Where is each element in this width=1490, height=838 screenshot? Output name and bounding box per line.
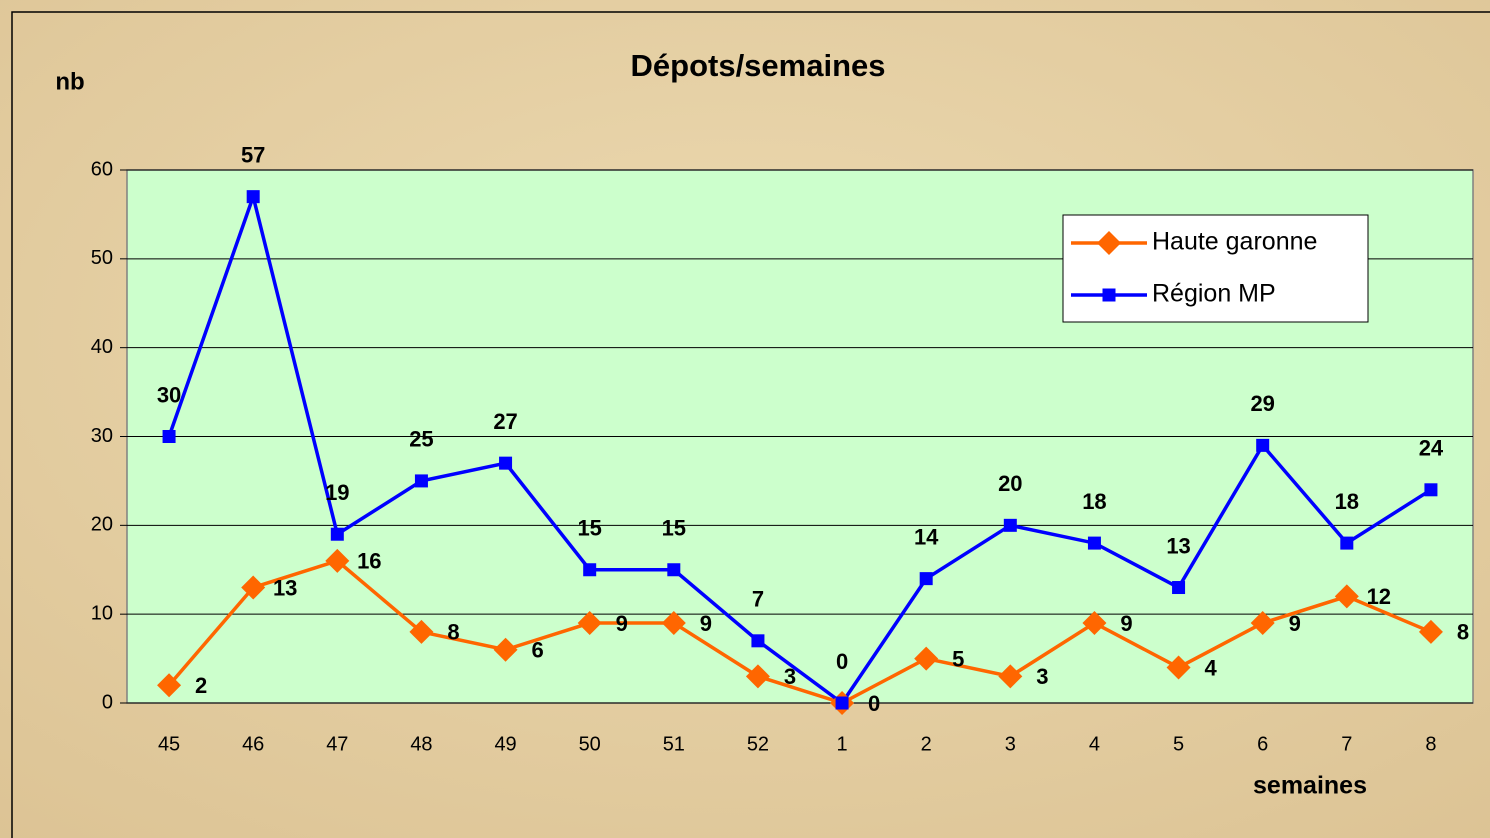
y-tick-label: 0 bbox=[102, 691, 113, 713]
x-tick-label: 46 bbox=[242, 733, 264, 755]
data-label: 0 bbox=[868, 691, 880, 716]
marker bbox=[1418, 619, 1443, 644]
data-label: 3 bbox=[784, 664, 796, 689]
marker bbox=[1166, 655, 1191, 680]
legend-box bbox=[1062, 214, 1369, 323]
marker bbox=[1340, 536, 1354, 550]
x-tick-label: 49 bbox=[494, 733, 516, 755]
x-tick-label: 48 bbox=[410, 733, 432, 755]
marker bbox=[1250, 611, 1275, 636]
y-tick-label: 10 bbox=[91, 602, 113, 624]
x-tick-label: 5 bbox=[1173, 733, 1184, 755]
marker bbox=[246, 190, 260, 204]
marker bbox=[162, 430, 176, 443]
data-label: 25 bbox=[409, 427, 433, 452]
data-label: 27 bbox=[493, 409, 517, 434]
data-label: 30 bbox=[157, 382, 181, 407]
marker bbox=[409, 619, 434, 644]
marker bbox=[1334, 584, 1359, 609]
data-label: 12 bbox=[1367, 584, 1391, 609]
x-tick-label: 4 bbox=[1089, 733, 1100, 755]
marker bbox=[493, 637, 518, 662]
x-tick-label: 45 bbox=[158, 733, 180, 755]
data-label: 24 bbox=[1419, 436, 1444, 461]
data-label: 0 bbox=[836, 649, 848, 674]
data-label: 15 bbox=[577, 516, 601, 541]
marker bbox=[914, 646, 939, 671]
marker bbox=[1003, 518, 1017, 532]
y-tick-label: 60 bbox=[91, 158, 113, 180]
marker bbox=[577, 611, 602, 636]
y-tick-label: 40 bbox=[91, 336, 113, 358]
y-tick-label: 50 bbox=[91, 247, 113, 269]
chart-frame bbox=[11, 11, 1490, 838]
x-tick-label: 7 bbox=[1341, 733, 1352, 755]
x-tick-label: 3 bbox=[1005, 733, 1016, 755]
series-line bbox=[167, 190, 1432, 706]
x-tick-label: 8 bbox=[1425, 733, 1436, 755]
marker bbox=[414, 474, 428, 488]
data-label: 9 bbox=[1120, 611, 1132, 636]
data-label: 8 bbox=[1457, 620, 1469, 645]
marker bbox=[157, 673, 182, 698]
x-tick-label: 1 bbox=[837, 733, 848, 755]
data-label: 57 bbox=[241, 142, 265, 167]
data-label: 15 bbox=[662, 516, 686, 541]
series-line bbox=[167, 558, 1432, 705]
y-axis-label: nb bbox=[55, 68, 84, 95]
data-label: 8 bbox=[447, 620, 459, 645]
marker bbox=[583, 563, 597, 577]
marker bbox=[330, 527, 344, 541]
y-tick-label: 30 bbox=[91, 425, 113, 447]
data-label: 9 bbox=[1289, 611, 1301, 636]
x-tick-label: 47 bbox=[326, 733, 348, 755]
marker bbox=[998, 664, 1023, 689]
x-tick-label: 2 bbox=[921, 733, 932, 755]
marker bbox=[1256, 438, 1270, 452]
legend-label: Haute garonne bbox=[1152, 228, 1317, 256]
x-axis-label: semaines bbox=[1253, 772, 1367, 800]
marker bbox=[745, 664, 770, 689]
data-label: 16 bbox=[357, 549, 381, 574]
marker bbox=[1082, 611, 1107, 636]
marker bbox=[1172, 581, 1186, 595]
marker bbox=[835, 696, 849, 710]
marker bbox=[241, 575, 266, 600]
data-label: 6 bbox=[531, 638, 543, 663]
marker bbox=[661, 611, 686, 636]
data-label: 14 bbox=[914, 524, 939, 549]
marker bbox=[751, 634, 765, 648]
data-label: 13 bbox=[273, 575, 297, 600]
data-label: 7 bbox=[752, 587, 764, 612]
y-tick-label: 20 bbox=[91, 514, 113, 536]
data-label: 29 bbox=[1250, 391, 1274, 416]
x-tick-label: 52 bbox=[747, 733, 769, 755]
data-label: 4 bbox=[1204, 655, 1217, 680]
chart-title: Dépots/semaines bbox=[631, 48, 886, 83]
legend-label: Région MP bbox=[1152, 280, 1276, 308]
data-label: 13 bbox=[1166, 533, 1190, 558]
data-label: 3 bbox=[1036, 664, 1048, 689]
data-label: 19 bbox=[325, 480, 349, 505]
marker bbox=[325, 548, 350, 573]
data-label: 18 bbox=[1082, 489, 1106, 514]
x-tick-label: 51 bbox=[663, 733, 685, 755]
data-label: 9 bbox=[616, 611, 628, 636]
data-label: 20 bbox=[998, 471, 1022, 496]
marker bbox=[1087, 536, 1101, 550]
marker bbox=[919, 572, 933, 586]
marker bbox=[1097, 231, 1121, 255]
marker bbox=[1424, 483, 1438, 497]
data-label: 2 bbox=[195, 673, 207, 698]
marker bbox=[1102, 288, 1116, 302]
x-tick-label: 6 bbox=[1257, 733, 1268, 755]
data-label: 5 bbox=[952, 646, 964, 671]
x-tick-label: 50 bbox=[579, 733, 601, 755]
data-label: 9 bbox=[700, 611, 712, 636]
marker bbox=[667, 563, 681, 577]
data-label: 18 bbox=[1335, 489, 1359, 514]
marker bbox=[499, 456, 513, 470]
